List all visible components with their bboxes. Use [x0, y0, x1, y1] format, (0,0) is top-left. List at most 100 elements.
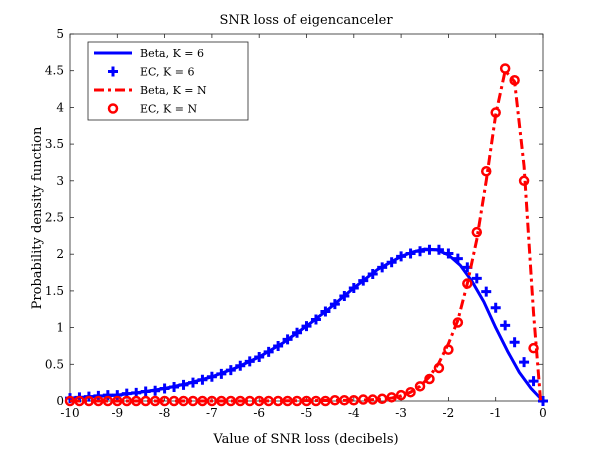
data-point-circle: [263, 395, 274, 407]
data-point-circle: [206, 395, 218, 407]
data-point-plus: [509, 337, 520, 348]
data-point-circle: [130, 395, 142, 407]
data-point-circle: [471, 226, 483, 238]
x-tick-label: -1: [490, 406, 502, 420]
data-point-plus: [140, 386, 151, 397]
data-point-plus: [254, 351, 265, 362]
data-point-circle: [149, 395, 161, 407]
data-point-plus: [197, 374, 208, 385]
legend-entry-label: Beta, K = N: [140, 84, 207, 97]
data-point-circle: [168, 395, 180, 407]
data-point-plus: [329, 299, 340, 310]
data-point-plus: [169, 382, 180, 393]
data-point-plus: [367, 269, 378, 280]
x-tick-label: -6: [253, 406, 265, 420]
data-point-circle: [386, 392, 397, 403]
y-tick-label: 0.5: [45, 357, 64, 371]
data-point-plus: [292, 327, 303, 338]
data-point-circle: [443, 344, 454, 355]
x-axis-label: Value of SNR loss (decibels): [212, 432, 398, 447]
legend: Beta, K = 6 EC, K = 6 Beta, K = N EC, K = N: [87, 41, 249, 121]
data-point-plus: [452, 253, 463, 264]
data-point-circle: [518, 175, 530, 187]
data-point-plus: [187, 377, 198, 388]
legend-entry-label: EC, K = N: [140, 103, 197, 116]
data-point-plus: [519, 357, 530, 368]
data-point-circle: [225, 395, 237, 407]
data-point-plus: [377, 262, 388, 273]
legend-box: [87, 41, 249, 121]
data-point-circle: [272, 395, 284, 407]
data-point-plus: [235, 360, 246, 371]
data-point-circle: [253, 395, 265, 407]
legend-swatch-circle: [107, 103, 119, 114]
data-point-plus: [263, 346, 274, 357]
y-tick-label: 1: [56, 321, 64, 335]
data-point-plus: [386, 257, 397, 268]
x-tick-label: -7: [206, 406, 218, 420]
data-point-plus: [102, 390, 113, 401]
data-point-circle: [74, 395, 85, 407]
data-point-circle: [490, 107, 501, 118]
data-point-circle: [405, 386, 416, 398]
data-point-circle: [367, 394, 378, 405]
data-point-plus: [282, 334, 293, 345]
y-tick-label: 4.5: [45, 64, 64, 78]
data-point-plus: [481, 286, 492, 297]
data-point-plus: [178, 379, 189, 390]
x-tick-label: 0: [539, 406, 547, 420]
data-point-circle: [376, 393, 388, 405]
data-point-circle: [499, 63, 511, 74]
y-tick-label: 1.5: [45, 284, 64, 298]
legend-entry-label: Beta, K = 6: [140, 47, 204, 60]
axis-ticks: -10 -9 -8 -7 -6 -5 -4 -3 -2 -1 000.511.522.533.544…: [45, 27, 547, 420]
data-point-circle: [528, 342, 539, 354]
x-tick-label: -2: [443, 406, 455, 420]
data-point-circle: [310, 395, 322, 407]
y-tick-label: 2: [56, 247, 64, 261]
data-point-plus: [405, 248, 416, 259]
y-tick-label: 4: [56, 100, 64, 114]
series-layer: [64, 63, 548, 407]
data-point-circle: [462, 278, 473, 289]
data-point-plus: [538, 396, 548, 406]
data-point-circle: [301, 395, 312, 407]
data-point-circle: [102, 395, 114, 407]
data-point-circle: [93, 395, 104, 407]
data-point-circle: [452, 317, 464, 328]
x-tick-label: -5: [301, 406, 313, 420]
data-point-plus: [433, 244, 444, 255]
data-point-circle: [480, 166, 492, 177]
data-point-circle: [159, 395, 170, 407]
data-point-circle: [329, 395, 341, 406]
x-tick-label: -9: [111, 406, 123, 420]
series-ec-k-6: [65, 244, 548, 406]
data-point-circle: [414, 381, 426, 392]
data-point-plus: [500, 320, 511, 331]
data-point-circle: [282, 395, 293, 407]
data-point-circle: [216, 395, 227, 407]
data-point-plus: [443, 248, 454, 259]
data-point-plus: [528, 376, 539, 387]
data-point-plus: [415, 246, 426, 257]
data-point-plus: [396, 251, 407, 262]
data-point-circle: [433, 362, 445, 374]
y-tick-label: 3: [56, 174, 64, 188]
y-axis-label: Probability density function: [30, 126, 45, 309]
data-point-plus: [301, 321, 312, 332]
x-tick-label: -8: [159, 406, 171, 420]
data-point-circle: [235, 395, 246, 407]
data-point-plus: [244, 356, 255, 367]
data-point-plus: [225, 365, 236, 376]
data-point-circle: [395, 389, 407, 401]
data-point-circle: [64, 395, 76, 407]
data-point-circle: [509, 74, 520, 86]
data-point-plus: [206, 371, 217, 382]
data-point-circle: [339, 395, 350, 406]
y-tick-label: 0: [56, 394, 64, 408]
data-point-circle: [348, 395, 360, 406]
data-point-plus: [424, 244, 435, 255]
data-point-circle: [244, 395, 255, 407]
y-tick-label: 5: [56, 27, 64, 41]
